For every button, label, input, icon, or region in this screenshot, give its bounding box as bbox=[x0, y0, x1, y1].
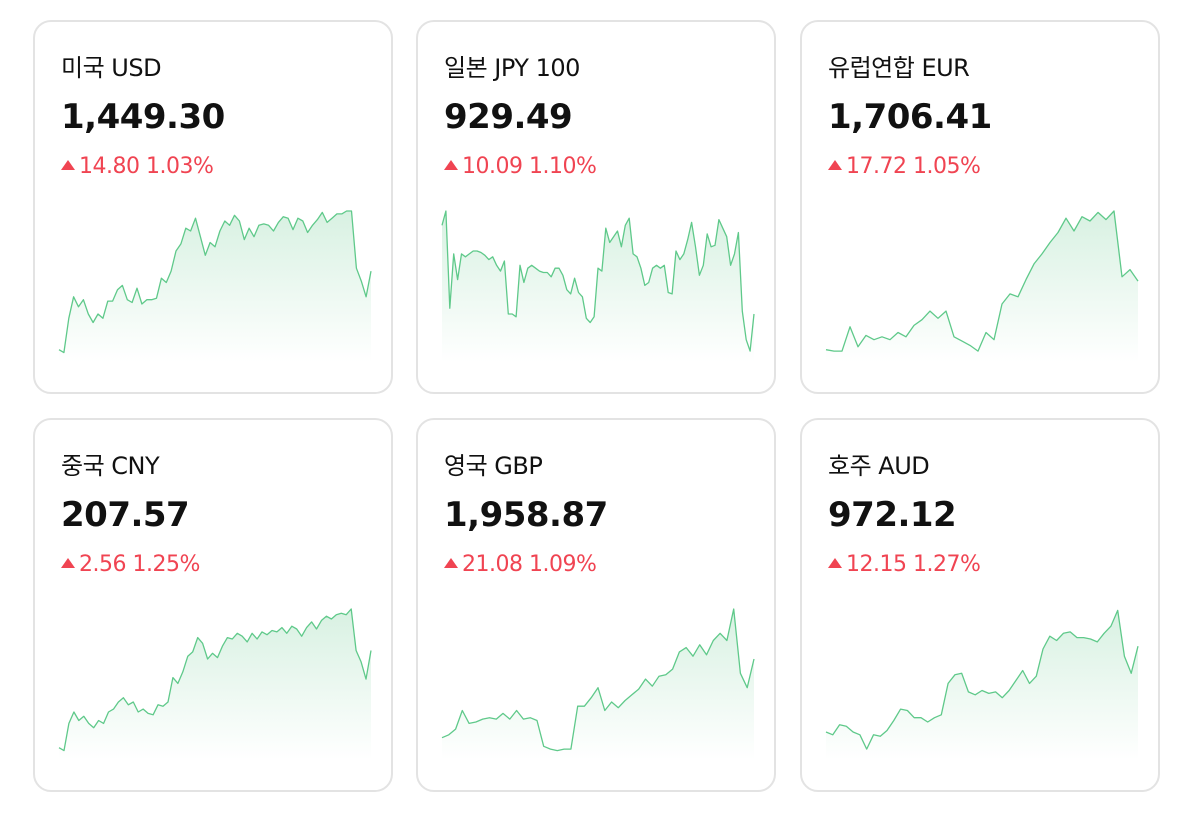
currency-price: 972.12 bbox=[828, 495, 957, 535]
currency-card-usd[interactable]: 미국 USD 1,449.30 14.80 1.03% bbox=[33, 20, 393, 394]
change-amount: 10.09 bbox=[462, 154, 523, 179]
sparkline-chart bbox=[58, 210, 372, 362]
triangle-up-icon bbox=[61, 558, 75, 568]
currency-change: 2.56 1.25% bbox=[61, 550, 200, 580]
change-amount: 17.72 bbox=[846, 154, 907, 179]
sparkline-area bbox=[59, 609, 371, 760]
currency-card-jpy[interactable]: 일본 JPY 100 929.49 10.09 1.10% bbox=[416, 20, 776, 394]
currency-card-cny[interactable]: 중국 CNY 207.57 2.56 1.25% bbox=[33, 418, 393, 792]
currency-card-eur[interactable]: 유럽연합 EUR 1,706.41 17.72 1.05% bbox=[800, 20, 1160, 394]
change-percent: 1.05% bbox=[912, 154, 981, 179]
sparkline-area bbox=[826, 610, 1138, 760]
change-percent: 1.27% bbox=[912, 552, 981, 577]
currency-name: 유럽연합 EUR bbox=[828, 54, 970, 82]
currency-name: 일본 JPY 100 bbox=[444, 54, 580, 82]
sparkline-area bbox=[442, 211, 754, 362]
change-percent: 1.09% bbox=[528, 552, 597, 577]
sparkline-line bbox=[58, 608, 372, 752]
currency-price: 1,958.87 bbox=[444, 495, 608, 535]
currency-card-aud[interactable]: 호주 AUD 972.12 12.15 1.27% bbox=[800, 418, 1160, 792]
currency-price: 1,706.41 bbox=[828, 97, 992, 137]
sparkline-chart bbox=[825, 609, 1139, 760]
change-amount: 12.15 bbox=[846, 552, 907, 577]
triangle-up-icon bbox=[828, 160, 842, 170]
triangle-up-icon bbox=[828, 558, 842, 568]
sparkline-area bbox=[826, 211, 1138, 362]
sparkline-area bbox=[442, 609, 754, 760]
sparkline-line bbox=[825, 210, 1139, 352]
sparkline-line bbox=[441, 608, 755, 752]
triangle-up-icon bbox=[61, 160, 75, 170]
sparkline-chart bbox=[58, 608, 372, 760]
triangle-up-icon bbox=[444, 160, 458, 170]
change-amount: 14.80 bbox=[79, 154, 140, 179]
currency-change: 17.72 1.05% bbox=[828, 152, 981, 182]
sparkline-chart bbox=[441, 210, 755, 362]
sparkline-line bbox=[441, 210, 755, 352]
currency-card-gbp[interactable]: 영국 GBP 1,958.87 21.08 1.09% bbox=[416, 418, 776, 792]
sparkline-chart bbox=[825, 210, 1139, 362]
sparkline-area bbox=[59, 211, 371, 362]
change-percent: 1.10% bbox=[528, 154, 597, 179]
currency-price: 929.49 bbox=[444, 97, 573, 137]
currency-name: 미국 USD bbox=[61, 54, 162, 82]
currency-change: 14.80 1.03% bbox=[61, 152, 214, 182]
currency-name: 영국 GBP bbox=[444, 452, 543, 480]
currency-name: 중국 CNY bbox=[61, 452, 160, 480]
change-amount: 2.56 bbox=[79, 552, 126, 577]
currency-price: 207.57 bbox=[61, 495, 190, 535]
currency-change: 10.09 1.10% bbox=[444, 152, 597, 182]
currency-change: 12.15 1.27% bbox=[828, 550, 981, 580]
sparkline-line bbox=[58, 210, 372, 354]
change-percent: 1.25% bbox=[132, 552, 200, 577]
sparkline-line bbox=[825, 609, 1139, 750]
currency-name: 호주 AUD bbox=[828, 452, 930, 480]
currency-change: 21.08 1.09% bbox=[444, 550, 597, 580]
sparkline-chart bbox=[441, 608, 755, 760]
change-percent: 1.03% bbox=[145, 154, 214, 179]
change-amount: 21.08 bbox=[462, 552, 523, 577]
currency-price: 1,449.30 bbox=[61, 97, 225, 137]
triangle-up-icon bbox=[444, 558, 458, 568]
